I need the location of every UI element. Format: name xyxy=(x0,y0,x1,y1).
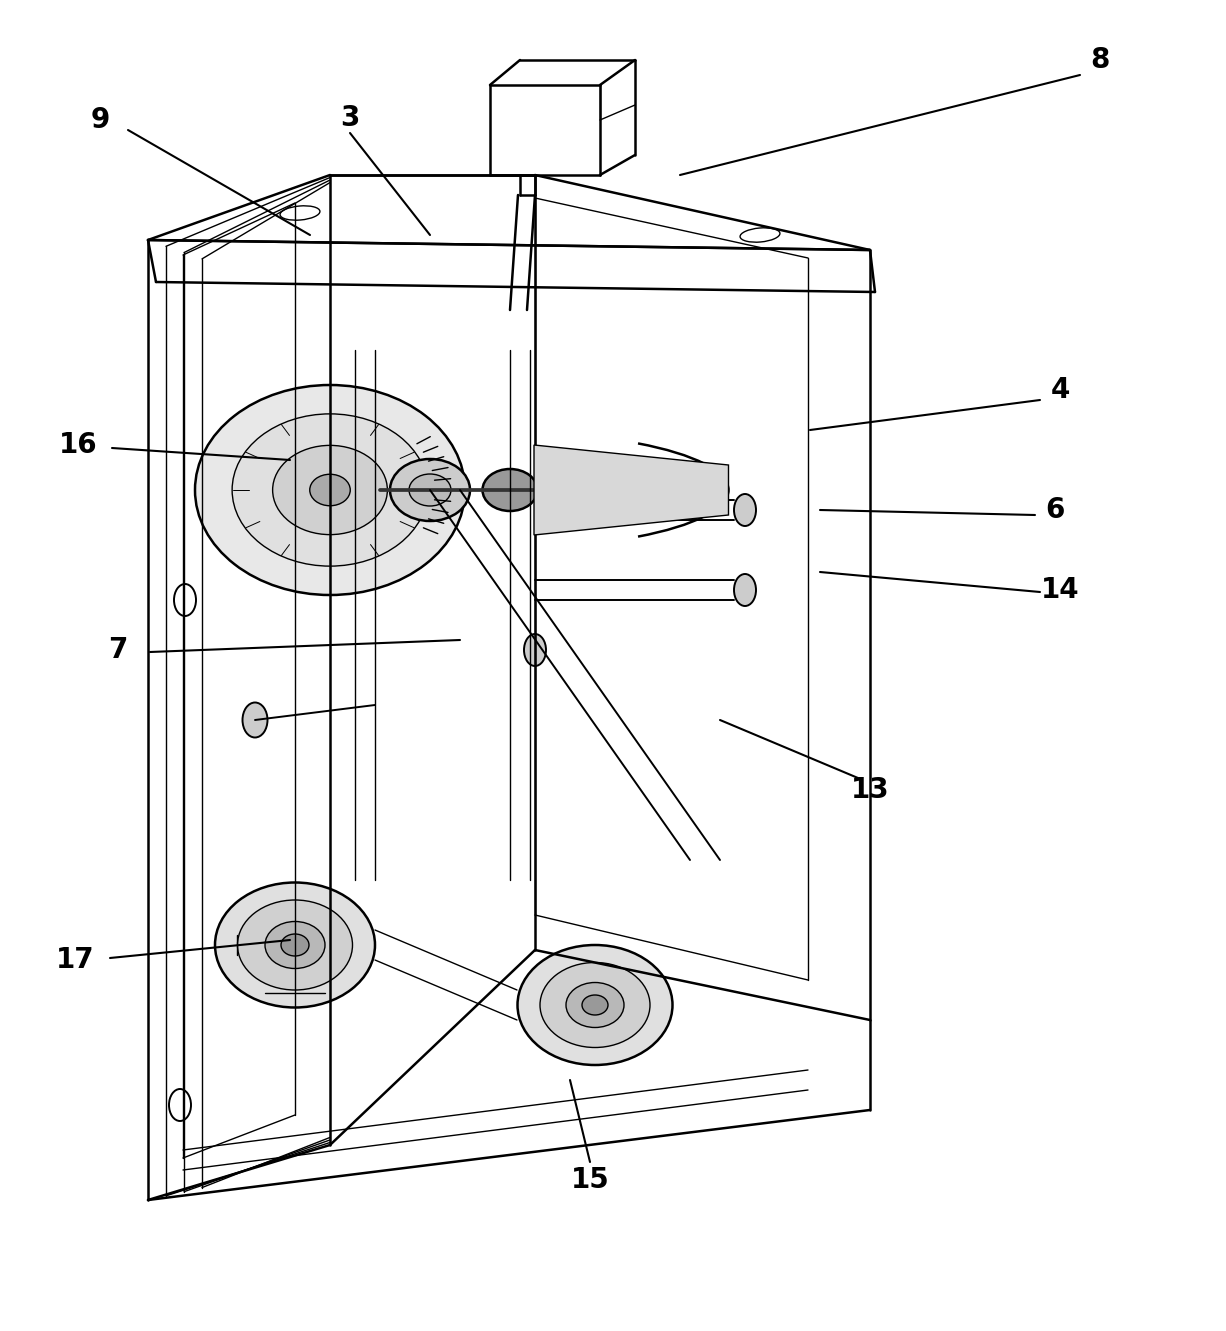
Text: 4: 4 xyxy=(1051,375,1070,405)
Ellipse shape xyxy=(272,446,387,535)
Ellipse shape xyxy=(483,469,537,511)
Text: 16: 16 xyxy=(59,431,97,459)
Text: 6: 6 xyxy=(1046,496,1064,524)
Ellipse shape xyxy=(566,982,624,1028)
Ellipse shape xyxy=(582,996,608,1016)
Text: 13: 13 xyxy=(851,776,889,804)
Ellipse shape xyxy=(215,882,375,1008)
Ellipse shape xyxy=(734,574,756,606)
Ellipse shape xyxy=(238,900,353,990)
Ellipse shape xyxy=(734,494,756,526)
Ellipse shape xyxy=(232,414,428,566)
Text: 8: 8 xyxy=(1090,47,1110,75)
Text: 7: 7 xyxy=(108,636,128,664)
Polygon shape xyxy=(535,445,728,535)
Ellipse shape xyxy=(243,703,267,737)
Ellipse shape xyxy=(281,934,309,956)
Ellipse shape xyxy=(195,385,465,595)
Text: 3: 3 xyxy=(341,104,359,132)
Text: 15: 15 xyxy=(570,1166,609,1194)
Ellipse shape xyxy=(524,634,546,666)
Text: 14: 14 xyxy=(1041,576,1079,604)
Text: 17: 17 xyxy=(55,946,94,974)
Ellipse shape xyxy=(539,962,650,1047)
Text: 9: 9 xyxy=(91,106,109,134)
Ellipse shape xyxy=(265,921,325,969)
Ellipse shape xyxy=(310,474,351,506)
Ellipse shape xyxy=(390,459,470,520)
Ellipse shape xyxy=(517,945,673,1065)
Ellipse shape xyxy=(409,474,451,506)
